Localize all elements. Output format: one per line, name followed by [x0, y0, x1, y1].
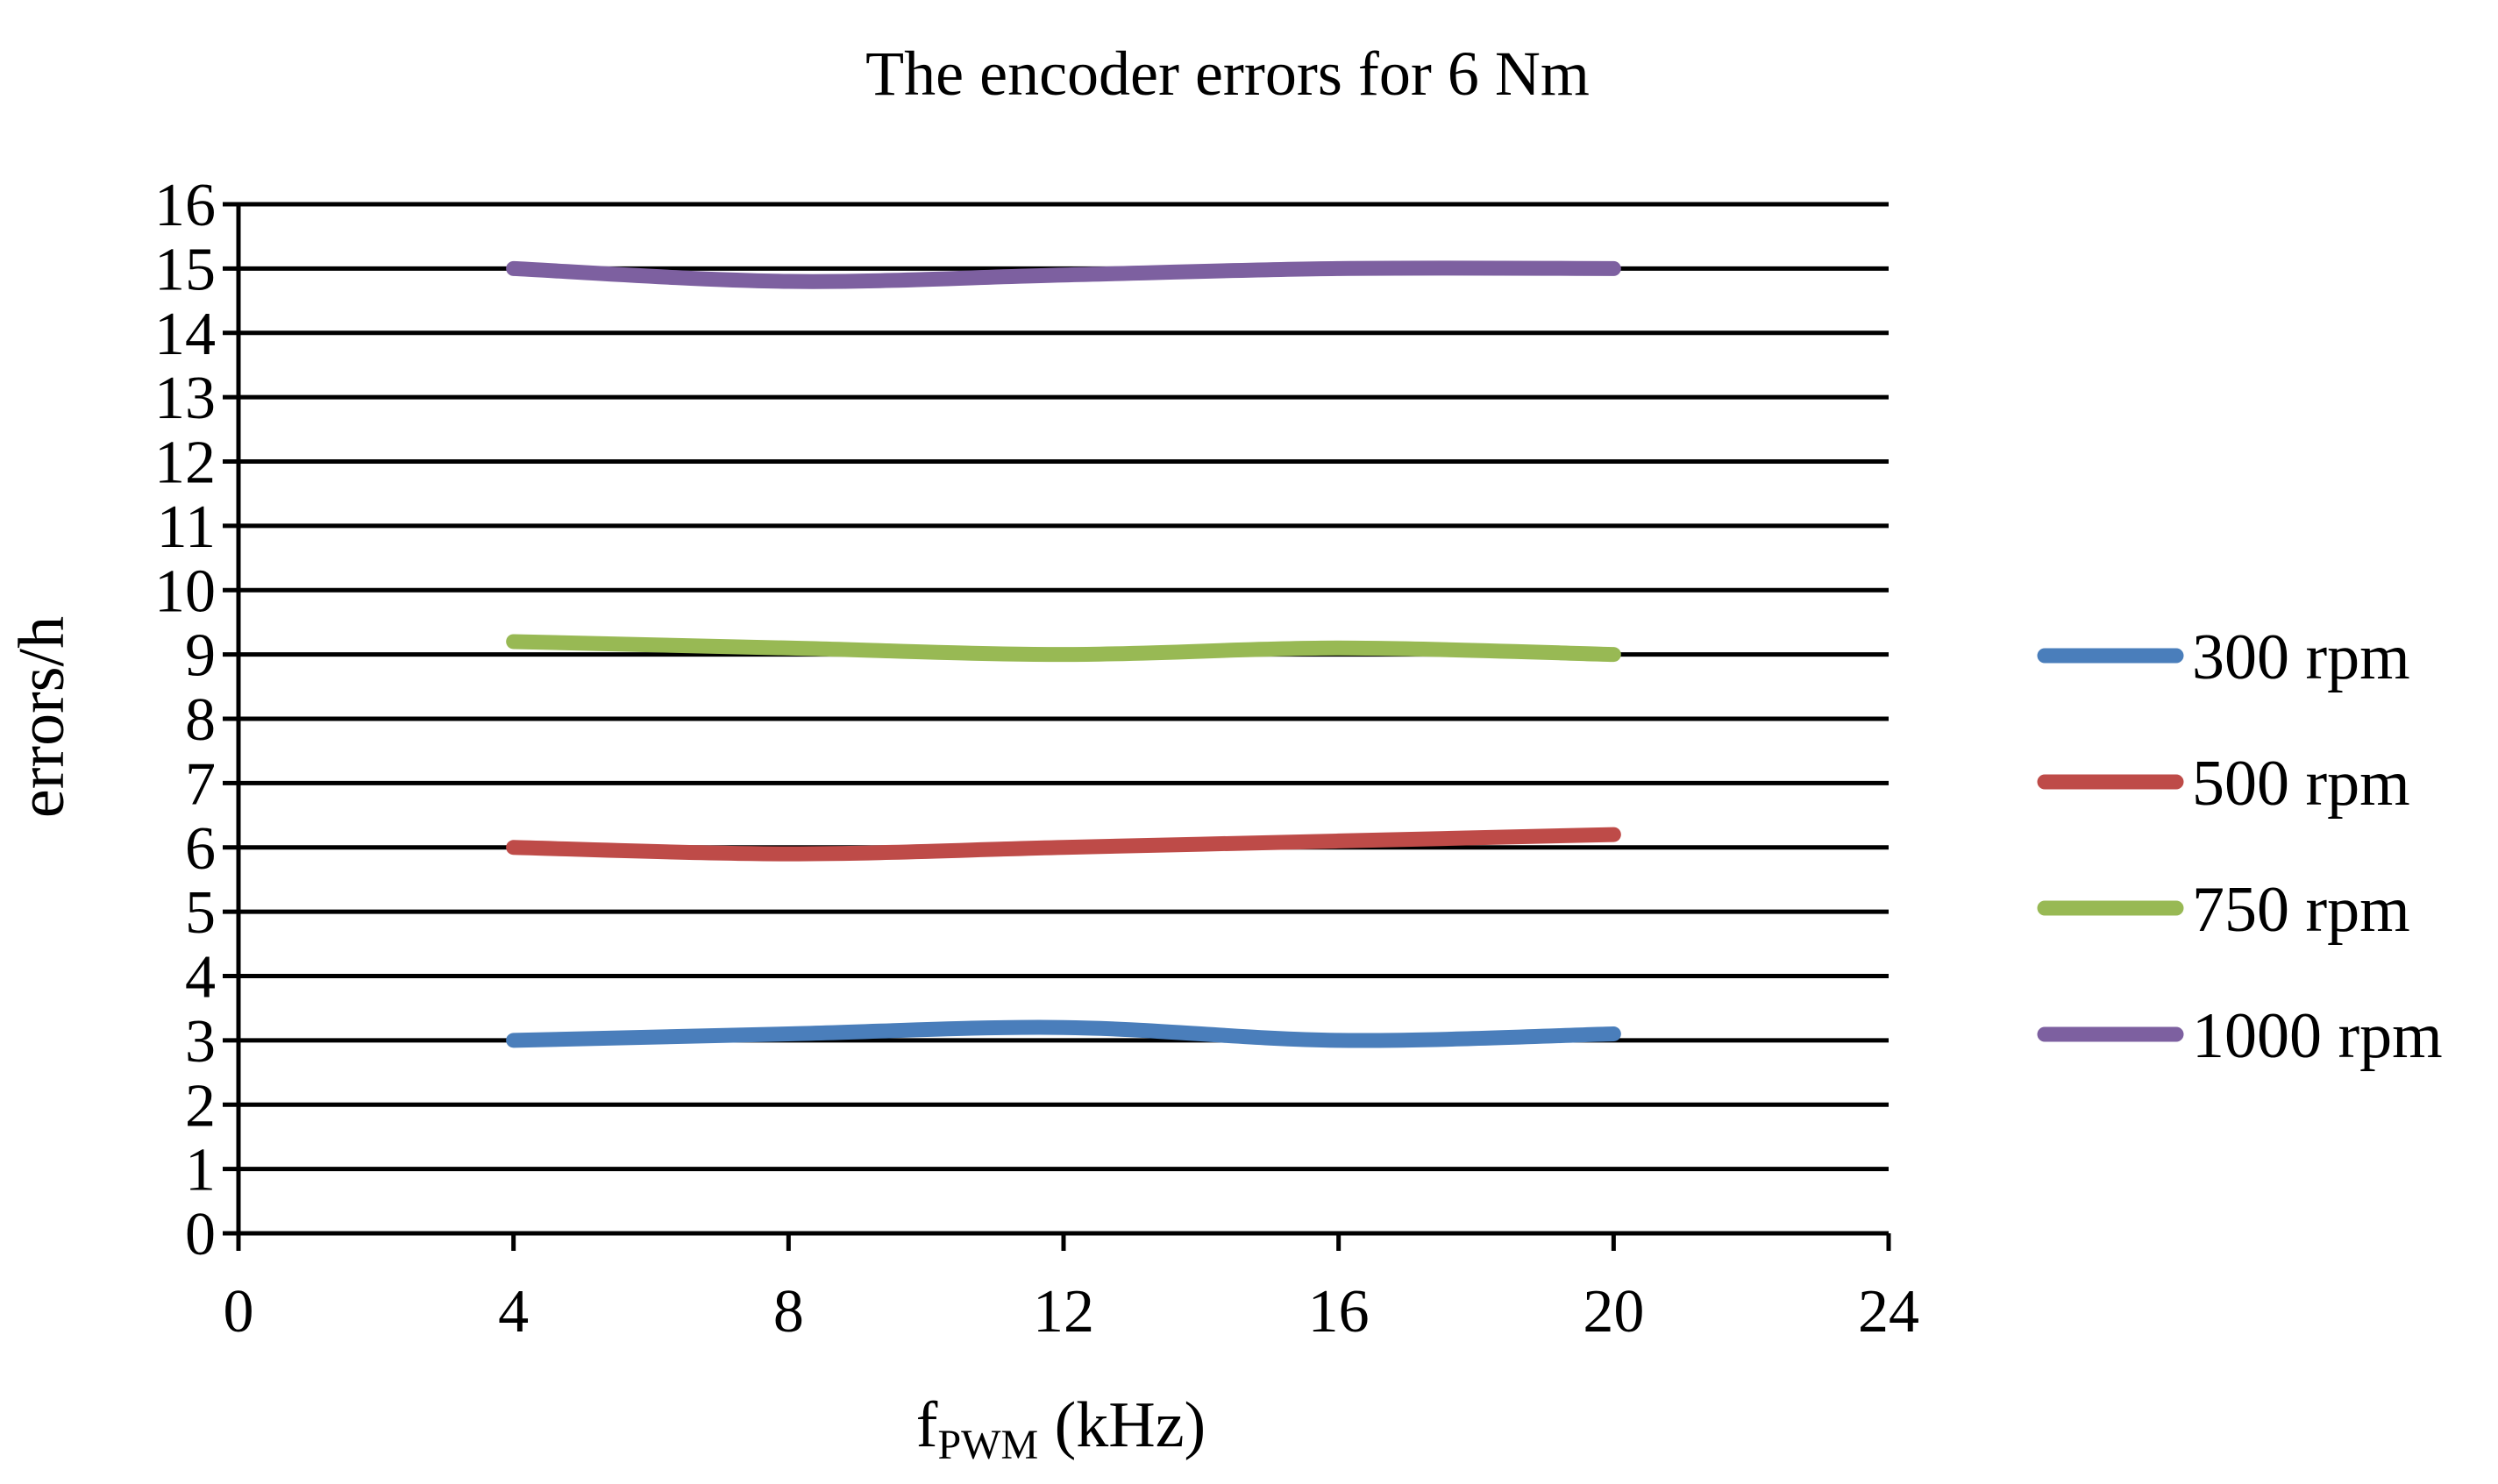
- y-tick-label-14: 14: [154, 301, 216, 368]
- y-tick-label-2: 2: [185, 1072, 216, 1140]
- series-line-2: [506, 634, 1621, 663]
- x-axis-label-suffix: (kHz): [1038, 1389, 1206, 1461]
- y-tick-label-16: 16: [154, 172, 216, 239]
- y-tick-label-1: 1: [185, 1137, 216, 1204]
- series-lines: [506, 260, 1621, 1048]
- y-tick-label-7: 7: [185, 750, 216, 818]
- y-tick-label-0: 0: [185, 1201, 216, 1268]
- x-tick-label-12: 12: [1033, 1278, 1094, 1346]
- y-tick-label-4: 4: [185, 944, 216, 1012]
- x-tick-label-8: 8: [773, 1278, 804, 1346]
- legend-label-1: 500 rpm: [2192, 748, 2410, 820]
- y-tick-label-12: 12: [154, 430, 216, 497]
- series-line-3: [506, 260, 1621, 289]
- x-axis-label: fPWM (kHz): [916, 1389, 1206, 1468]
- chart-title: The encoder errors for 6 Nm: [865, 39, 1590, 109]
- x-tick-label-0: 0: [224, 1278, 254, 1346]
- axes: [223, 202, 1891, 1251]
- y-tick-label-10: 10: [154, 557, 216, 625]
- y-tick-label-5: 5: [185, 879, 216, 947]
- y-tick-label-15: 15: [154, 236, 216, 303]
- x-tick-label-24: 24: [1858, 1278, 1919, 1346]
- y-tick-label-6: 6: [185, 815, 216, 883]
- legend-item-3: 1000 rpm: [2037, 1000, 2443, 1072]
- y-axis-label: errors/h: [6, 616, 78, 818]
- x-tick-label-20: 20: [1583, 1278, 1644, 1346]
- legend-label-2: 750 rpm: [2192, 874, 2410, 946]
- legend-item-0: 300 rpm: [2037, 621, 2410, 693]
- x-axis-label-main: f: [916, 1389, 938, 1461]
- y-tick-label-11: 11: [157, 493, 216, 561]
- legend-item-2: 750 rpm: [2037, 874, 2410, 946]
- x-axis-label-subscript: PWM: [937, 1422, 1038, 1468]
- series-line-0: [506, 1019, 1621, 1048]
- legend-item-1: 500 rpm: [2037, 748, 2410, 820]
- legend: 300 rpm 500 rpm 750 rpm 1000 rpm: [2037, 621, 2443, 1072]
- x-tick-label-16: 16: [1308, 1278, 1370, 1346]
- y-tick-label-3: 3: [185, 1008, 216, 1076]
- x-tick-label-4: 4: [498, 1278, 529, 1346]
- x-tick-labels: 0 4 8 12 16 20 24: [224, 1278, 1920, 1346]
- y-tick-label-8: 8: [185, 686, 216, 754]
- legend-label-0: 300 rpm: [2192, 621, 2410, 693]
- y-tick-label-9: 9: [185, 622, 216, 690]
- y-tick-label-13: 13: [154, 365, 216, 432]
- legend-label-3: 1000 rpm: [2192, 1000, 2443, 1072]
- series-line-1: [506, 827, 1621, 862]
